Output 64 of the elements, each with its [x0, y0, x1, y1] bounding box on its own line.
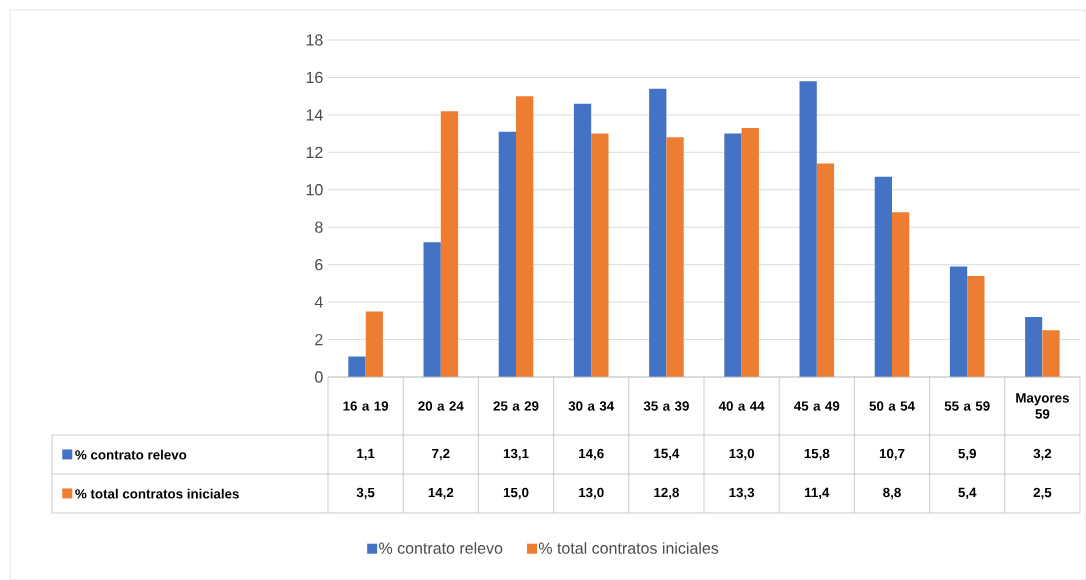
- x-tick-label: 20 a 24: [418, 401, 464, 411]
- data-label: 13,0: [579, 487, 604, 500]
- bar: [874, 176, 892, 377]
- data-label: 3,5: [356, 487, 375, 500]
- text: % total contratos iniciales: [75, 488, 239, 499]
- bar: [423, 242, 441, 377]
- legend-label: % total contratos iniciales: [538, 542, 719, 554]
- data-label: 13,1: [503, 448, 529, 461]
- bar: [666, 137, 684, 377]
- data-label: 15,8: [804, 448, 830, 461]
- bar: [724, 133, 742, 377]
- bar: [591, 133, 609, 377]
- y-tick-label: 2: [315, 333, 323, 346]
- data-label: 1,1: [357, 448, 375, 461]
- x-tick-label: 50 a 54: [869, 401, 915, 411]
- data-label: 7,2: [432, 448, 450, 461]
- bar: [348, 356, 366, 377]
- y-tick-label: 18: [306, 34, 323, 46]
- x-tick-label: 35 a 39: [643, 401, 689, 411]
- bar: [967, 275, 985, 377]
- x-tick-label: 30 a 34: [568, 401, 615, 411]
- x-tick-label: 55 a 59: [944, 401, 990, 411]
- y-tick-label: 16: [306, 71, 323, 84]
- y-tick-label: 10: [306, 184, 323, 196]
- bar: [892, 212, 910, 377]
- bar: [1025, 317, 1043, 377]
- x-tick-label: 25 a 29: [493, 401, 539, 411]
- y-tick-label: 0: [315, 371, 323, 383]
- data-label: 5,4: [958, 487, 977, 500]
- y-tick-label: 14: [306, 109, 323, 121]
- text: % contrato relevo: [75, 449, 187, 460]
- x-tick-label: 40 a 44: [718, 401, 765, 411]
- bar: [799, 81, 817, 377]
- y-tick-label: 4: [314, 296, 323, 308]
- bar: [516, 96, 534, 377]
- bar: [498, 131, 516, 377]
- data-label: 3,2: [1033, 448, 1052, 461]
- data-label: 2,5: [1033, 487, 1052, 500]
- y-tick-label: 6: [315, 259, 323, 271]
- y-tick-label: 8: [315, 221, 323, 233]
- data-label: 15,0: [503, 487, 529, 500]
- data-label: 12,8: [654, 487, 679, 500]
- data-label: 15,4: [654, 448, 680, 461]
- data-label: 8,8: [883, 487, 901, 500]
- bar: [573, 103, 592, 377]
- data-label: 14,6: [579, 448, 604, 461]
- data-label: 13,3: [729, 487, 755, 500]
- bar: [741, 127, 759, 377]
- x-tick-label: Mayores 59: [1016, 393, 1069, 419]
- bar: [649, 88, 667, 377]
- bar: [816, 163, 835, 377]
- x-tick-label: 45 a 49: [794, 401, 840, 411]
- bar: [949, 266, 968, 377]
- data-label: 5,9: [958, 448, 976, 461]
- data-label: 11,4: [805, 487, 830, 500]
- data-label: 13,0: [729, 448, 755, 461]
- y-tick-label: 12: [306, 146, 323, 158]
- data-label: 14,2: [428, 487, 454, 500]
- bar: [1042, 330, 1060, 377]
- legend-label: % contrato relevo: [379, 542, 503, 554]
- bar: [365, 311, 383, 377]
- bar: [440, 111, 459, 377]
- x-tick-label: 16 a 19: [343, 401, 389, 411]
- data-label: 10,7: [879, 448, 905, 461]
